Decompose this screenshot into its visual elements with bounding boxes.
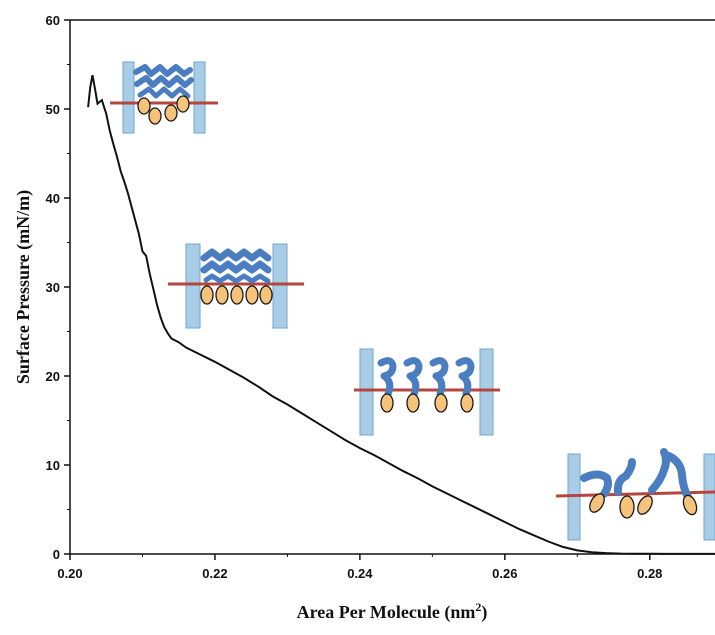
- y-tick-label: 30: [46, 280, 60, 295]
- schematic-gaseous: [555, 448, 715, 541]
- tails-tilted: [580, 448, 692, 501]
- barrier-right: [272, 243, 288, 329]
- y-axis-title: Surface Pressure (mN/m): [13, 190, 34, 384]
- y-tick-label: 0: [53, 547, 60, 562]
- head-group: [434, 393, 448, 413]
- head-group: [137, 97, 151, 115]
- barrier-left: [359, 348, 374, 436]
- head-group: [164, 104, 178, 122]
- tails-curly: [377, 357, 475, 398]
- x-tick-label: 0.24: [347, 566, 373, 581]
- head-group: [215, 285, 229, 305]
- y-tick-label: 20: [46, 369, 60, 384]
- tails-cluster: [133, 64, 194, 99]
- barrier-right: [703, 453, 715, 541]
- barrier-left: [122, 61, 135, 134]
- barrier-right: [193, 61, 206, 134]
- y-tick-label: 60: [46, 13, 60, 28]
- head-group: [619, 495, 635, 519]
- head-group: [148, 107, 162, 125]
- head-group: [406, 393, 420, 413]
- y-tick-label: 50: [46, 102, 60, 117]
- x-tick-label: 0.26: [492, 566, 517, 581]
- barrier-right: [479, 348, 494, 436]
- head-group: [200, 285, 214, 305]
- schematic-condensed: [168, 243, 304, 329]
- y-tick-label: 40: [46, 191, 60, 206]
- barrier-left: [185, 243, 201, 329]
- head-group: [380, 393, 394, 413]
- y-tick-label: 10: [46, 458, 60, 473]
- tails-row: [200, 248, 272, 284]
- head-group: [259, 285, 273, 305]
- x-tick-label: 0.20: [57, 566, 82, 581]
- x-axis-title-superscript: 2: [475, 600, 481, 614]
- head-group: [176, 95, 190, 113]
- x-ticks: 0.20 0.22 0.24 0.26 0.28: [57, 554, 662, 581]
- schematic-collapsed: [110, 61, 218, 134]
- head-group: [460, 393, 474, 413]
- head-group: [245, 285, 259, 305]
- y-ticks: 0 10 20 30 40 50 60: [46, 13, 70, 562]
- x-axis-title: Area Per Molecule (nm2): [297, 600, 488, 623]
- x-tick-label: 0.22: [202, 566, 227, 581]
- head-group: [230, 285, 244, 305]
- isotherm-line: [87, 75, 715, 555]
- head-group: [637, 495, 653, 515]
- x-axis-title-main: Area Per Molecule (nm: [297, 602, 476, 623]
- x-axis-title-suffix: ): [481, 602, 487, 623]
- head-group: [682, 494, 698, 516]
- plot-area: 0.20 0.22 0.24 0.26 0.28 0 10 20 30 40 50 60: [46, 13, 715, 581]
- x-tick-label: 0.28: [637, 566, 662, 581]
- schematic-expanded: [354, 348, 500, 436]
- head-group: [589, 493, 605, 513]
